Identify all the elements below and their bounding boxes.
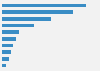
Bar	[2, 4, 86, 7]
Bar	[2, 37, 16, 41]
Bar	[2, 24, 34, 27]
Bar	[2, 50, 11, 54]
Bar	[2, 30, 19, 34]
Bar	[2, 10, 73, 14]
Bar	[2, 44, 13, 47]
Bar	[2, 17, 51, 21]
Bar	[2, 64, 6, 67]
Bar	[2, 57, 9, 61]
